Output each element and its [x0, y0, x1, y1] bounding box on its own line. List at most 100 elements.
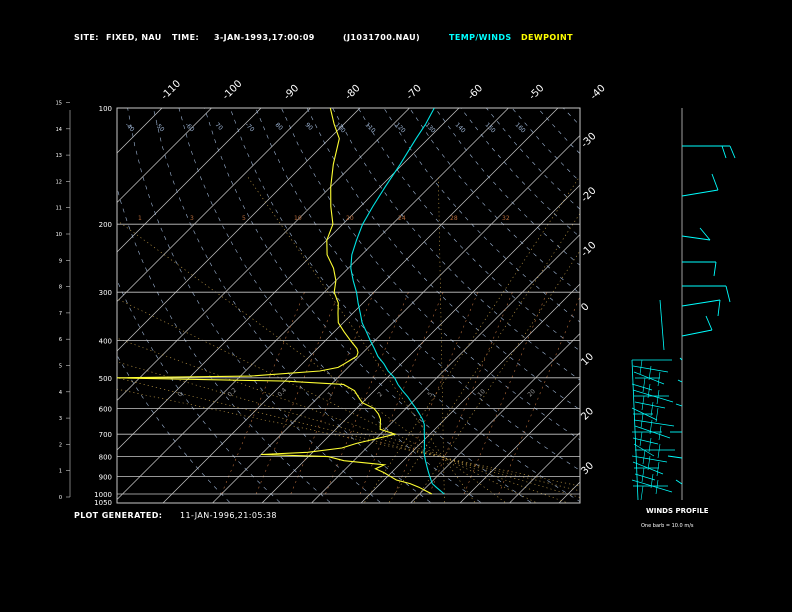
- wind-barb: [675, 479, 683, 485]
- pressure-label: 1000: [94, 491, 112, 499]
- pressure-label: 100: [99, 105, 112, 113]
- mixing-ratio-label: 5: [242, 215, 246, 222]
- temp-label-top: -60: [466, 83, 485, 102]
- dry-adiabat: [255, 108, 580, 471]
- wind-barb-feather: [658, 425, 662, 441]
- height-label: 3: [59, 416, 62, 422]
- dry-adiabat: [562, 108, 580, 127]
- dry-adiabat: [127, 108, 381, 503]
- height-label: 6: [59, 337, 62, 343]
- wind-barb: [681, 235, 711, 241]
- wind-barb-feather: [655, 407, 659, 423]
- moist-label: 0.4: [276, 387, 288, 399]
- wind-barb-feather: [705, 315, 713, 331]
- theta-label: -70: [244, 121, 256, 133]
- wind-barb: [634, 473, 656, 481]
- mixing-ratio-line: [394, 292, 479, 495]
- wind-barb: [632, 437, 659, 445]
- wind-barb: [675, 403, 683, 407]
- wind-barb: [631, 359, 639, 501]
- time-label: TIME:: [172, 33, 200, 42]
- dry-adiabat: [281, 108, 580, 441]
- mixing-ratio-label: 1: [138, 215, 142, 222]
- dry-adiabat: [117, 354, 230, 503]
- dry-adiabat: [306, 108, 580, 411]
- temp-label-top: -50: [527, 83, 546, 102]
- wind-barb-feather: [642, 449, 646, 465]
- temp-label-top: -80: [343, 83, 362, 102]
- mixing-ratio-line: [221, 292, 305, 495]
- theta-label: 70: [214, 121, 224, 131]
- wind-barb-feather: [640, 485, 644, 501]
- isotherm-line: [708, 108, 792, 503]
- mixing-ratio-label: 24: [398, 215, 406, 222]
- wind-barb: [677, 379, 683, 383]
- isotherm-line: [162, 108, 559, 503]
- isotherm-line: [360, 283, 580, 503]
- winds-profile-title: WINDS PROFILE: [646, 507, 709, 515]
- mixing-ratio-line: [498, 295, 580, 495]
- height-label: 2: [59, 442, 62, 448]
- mixing-ratio-line: [255, 292, 340, 495]
- mixing-ratio-label: 10: [294, 215, 302, 222]
- wind-barb-feather: [655, 479, 659, 495]
- legend-dewpoint: DEWPOINT: [521, 33, 573, 42]
- isotherm-line: [311, 234, 580, 503]
- moist-adiabat: [413, 250, 580, 503]
- dry-adiabat: [460, 108, 580, 238]
- site-value: FIXED, NAU: [106, 33, 162, 42]
- dry-adiabat: [614, 108, 792, 502]
- mixing-ratio-label: 20: [346, 215, 354, 222]
- mixing-ratio-line: [463, 292, 548, 495]
- height-label: 4: [59, 390, 62, 396]
- theta-label: 80: [274, 121, 284, 131]
- legend-temp-winds: TEMP/WINDS: [449, 33, 512, 42]
- isotherm-line: [658, 108, 792, 503]
- temp-label-right: 20: [579, 406, 596, 423]
- dry-adiabat: [178, 108, 481, 503]
- file-name: (J1031700.NAU): [343, 33, 421, 42]
- isotherm-line: [261, 184, 580, 503]
- pressure-label: 500: [99, 375, 112, 383]
- dry-adiabat: [357, 108, 580, 352]
- height-label: 15: [56, 101, 62, 107]
- plot-border: [116, 107, 581, 504]
- theta-label: 160: [514, 121, 527, 134]
- wind-barb: [679, 357, 683, 361]
- dry-adiabat: [229, 108, 580, 502]
- winds-profile-panel: [631, 108, 736, 501]
- pressure-label: 600: [99, 405, 112, 413]
- height-label: 9: [59, 258, 62, 264]
- moist-label: 1: [326, 391, 334, 399]
- isotherm-line: [117, 108, 212, 203]
- isotherm-line: [212, 135, 580, 503]
- temp-label-top: -70: [405, 83, 424, 102]
- dry-adiabat: [383, 108, 580, 323]
- pressure-label: 200: [99, 221, 112, 229]
- theta-label: 90: [304, 121, 314, 131]
- moist-label: 10: [476, 388, 486, 398]
- isotherm-line: [117, 108, 460, 451]
- wind-barb-feather: [641, 395, 645, 411]
- height-label: 13: [56, 153, 62, 159]
- site-label: SITE:: [74, 33, 99, 42]
- height-label: 5: [59, 364, 62, 370]
- dry-adiabat: [153, 108, 431, 503]
- isotherm-line: [0, 108, 63, 503]
- time-value: 3-JAN-1993,17:00:09: [214, 33, 315, 42]
- mixing-ratio-label: 32: [502, 215, 510, 222]
- temp-label-right: -30: [579, 131, 598, 150]
- pressure-label: 400: [99, 337, 112, 345]
- isotherm-line: [509, 432, 580, 503]
- wind-barb: [634, 401, 666, 409]
- wind-barb-feather: [657, 443, 661, 459]
- background-lines: [0, 108, 792, 503]
- mixing-ratio-label: 28: [450, 215, 458, 222]
- moist-label: 2: [376, 391, 384, 399]
- dry-adiabat: [117, 279, 280, 503]
- pressure-label: 1050: [94, 499, 112, 507]
- wind-barb-feather: [639, 431, 643, 447]
- isotherm-line: [117, 108, 361, 352]
- isotherm-line: [117, 108, 163, 154]
- wind-barb-feather: [729, 145, 736, 159]
